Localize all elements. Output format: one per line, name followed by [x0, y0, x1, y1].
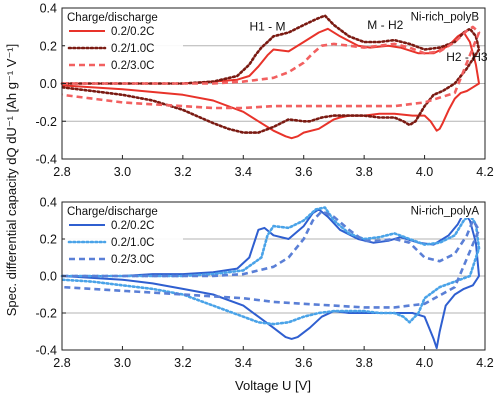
legend-label: 0.2/3.0C	[111, 60, 154, 72]
x-tick-label: 3.8	[355, 165, 372, 179]
y-tick-label: -0.2	[35, 307, 57, 321]
legend-label: 0.2/0.2C	[111, 26, 154, 38]
y-tick-label: 0.4	[40, 2, 57, 16]
legend-label: 0.2/1.0C	[111, 237, 154, 249]
panel-label: Ni-rich_polyA	[411, 206, 480, 218]
x-axis-title: Voltage U [V]	[235, 378, 311, 393]
x-tick-label: 2.8	[53, 356, 70, 370]
x-tick-label: 3.0	[114, 356, 131, 370]
panel-label-bg	[379, 203, 483, 218]
series-line-0-2-0-2c	[61, 27, 480, 140]
y-tick-label: -0.4	[35, 153, 57, 167]
y-tick-label: 0.2	[40, 39, 57, 53]
y-tick-label: 0.0	[40, 270, 57, 284]
x-tick-label: 4.2	[476, 356, 493, 370]
annotation-label: H2 - H3	[446, 50, 488, 64]
annotation-label: H1 - M	[249, 20, 285, 34]
legend-box	[65, 204, 183, 272]
chart-panels: -0.4 -0.2 0.0 0.2 0.4 2.8 3.0 3.2 3.4 3.6 3.8 4.0 4.…	[35, 2, 493, 371]
x-tick-label: 3.2	[174, 356, 191, 370]
x-tick-label: 3.4	[235, 165, 252, 179]
chart-panel-1: -0.4 -0.2 0.0 0.2 0.4 2.8 3.0 3.2 3.4 3.6 3.8 4.0 4.…	[35, 2, 493, 180]
legend-title: Charge/discharge	[67, 12, 158, 24]
series-line-0-2-3-0c	[61, 210, 481, 309]
x-tick-label: 3.2	[174, 165, 191, 179]
legend-label: 0.2/3.0C	[111, 254, 154, 266]
panel-label: Ni-rich_polyB	[411, 12, 480, 24]
x-tick-label: 3.6	[295, 165, 312, 179]
x-tick-label: 4.0	[416, 356, 433, 370]
y-tick-label: 0.2	[40, 233, 57, 247]
y-axis-title: Spec. differential capacity dQ dU⁻¹ [Ah …	[4, 44, 19, 317]
x-tick-label: 3.4	[235, 356, 252, 370]
x-tick-label: 3.0	[114, 165, 131, 179]
x-tick-label: 2.8	[53, 165, 70, 179]
y-tick-label: -0.4	[35, 344, 57, 358]
panel-label-bg	[379, 9, 483, 24]
legend-label: 0.2/1.0C	[111, 43, 154, 55]
annotation-label: M - H2	[367, 18, 403, 32]
series-line-0-2-0-2c	[61, 208, 480, 350]
y-tick-label: -0.2	[35, 115, 57, 129]
x-tick-label: 4.2	[476, 165, 493, 179]
series-line-0-2-1-0c	[60, 14, 481, 134]
x-tick-label: 3.8	[355, 356, 372, 370]
legend-title: Charge/discharge	[67, 206, 158, 218]
series-line-0-2-3-0c	[61, 25, 481, 110]
legend-box	[65, 10, 183, 78]
y-tick-label: 0.4	[40, 196, 57, 210]
x-tick-label: 3.6	[295, 356, 312, 370]
chart-panel-2: -0.4 -0.2 0.0 0.2 0.4 2.8 3.0 3.2 3.4 3.6 3.8 4.0 4.…	[35, 196, 493, 371]
legend-label: 0.2/0.2C	[111, 220, 154, 232]
x-tick-label: 4.0	[416, 165, 433, 179]
y-tick-label: 0.0	[40, 77, 57, 91]
